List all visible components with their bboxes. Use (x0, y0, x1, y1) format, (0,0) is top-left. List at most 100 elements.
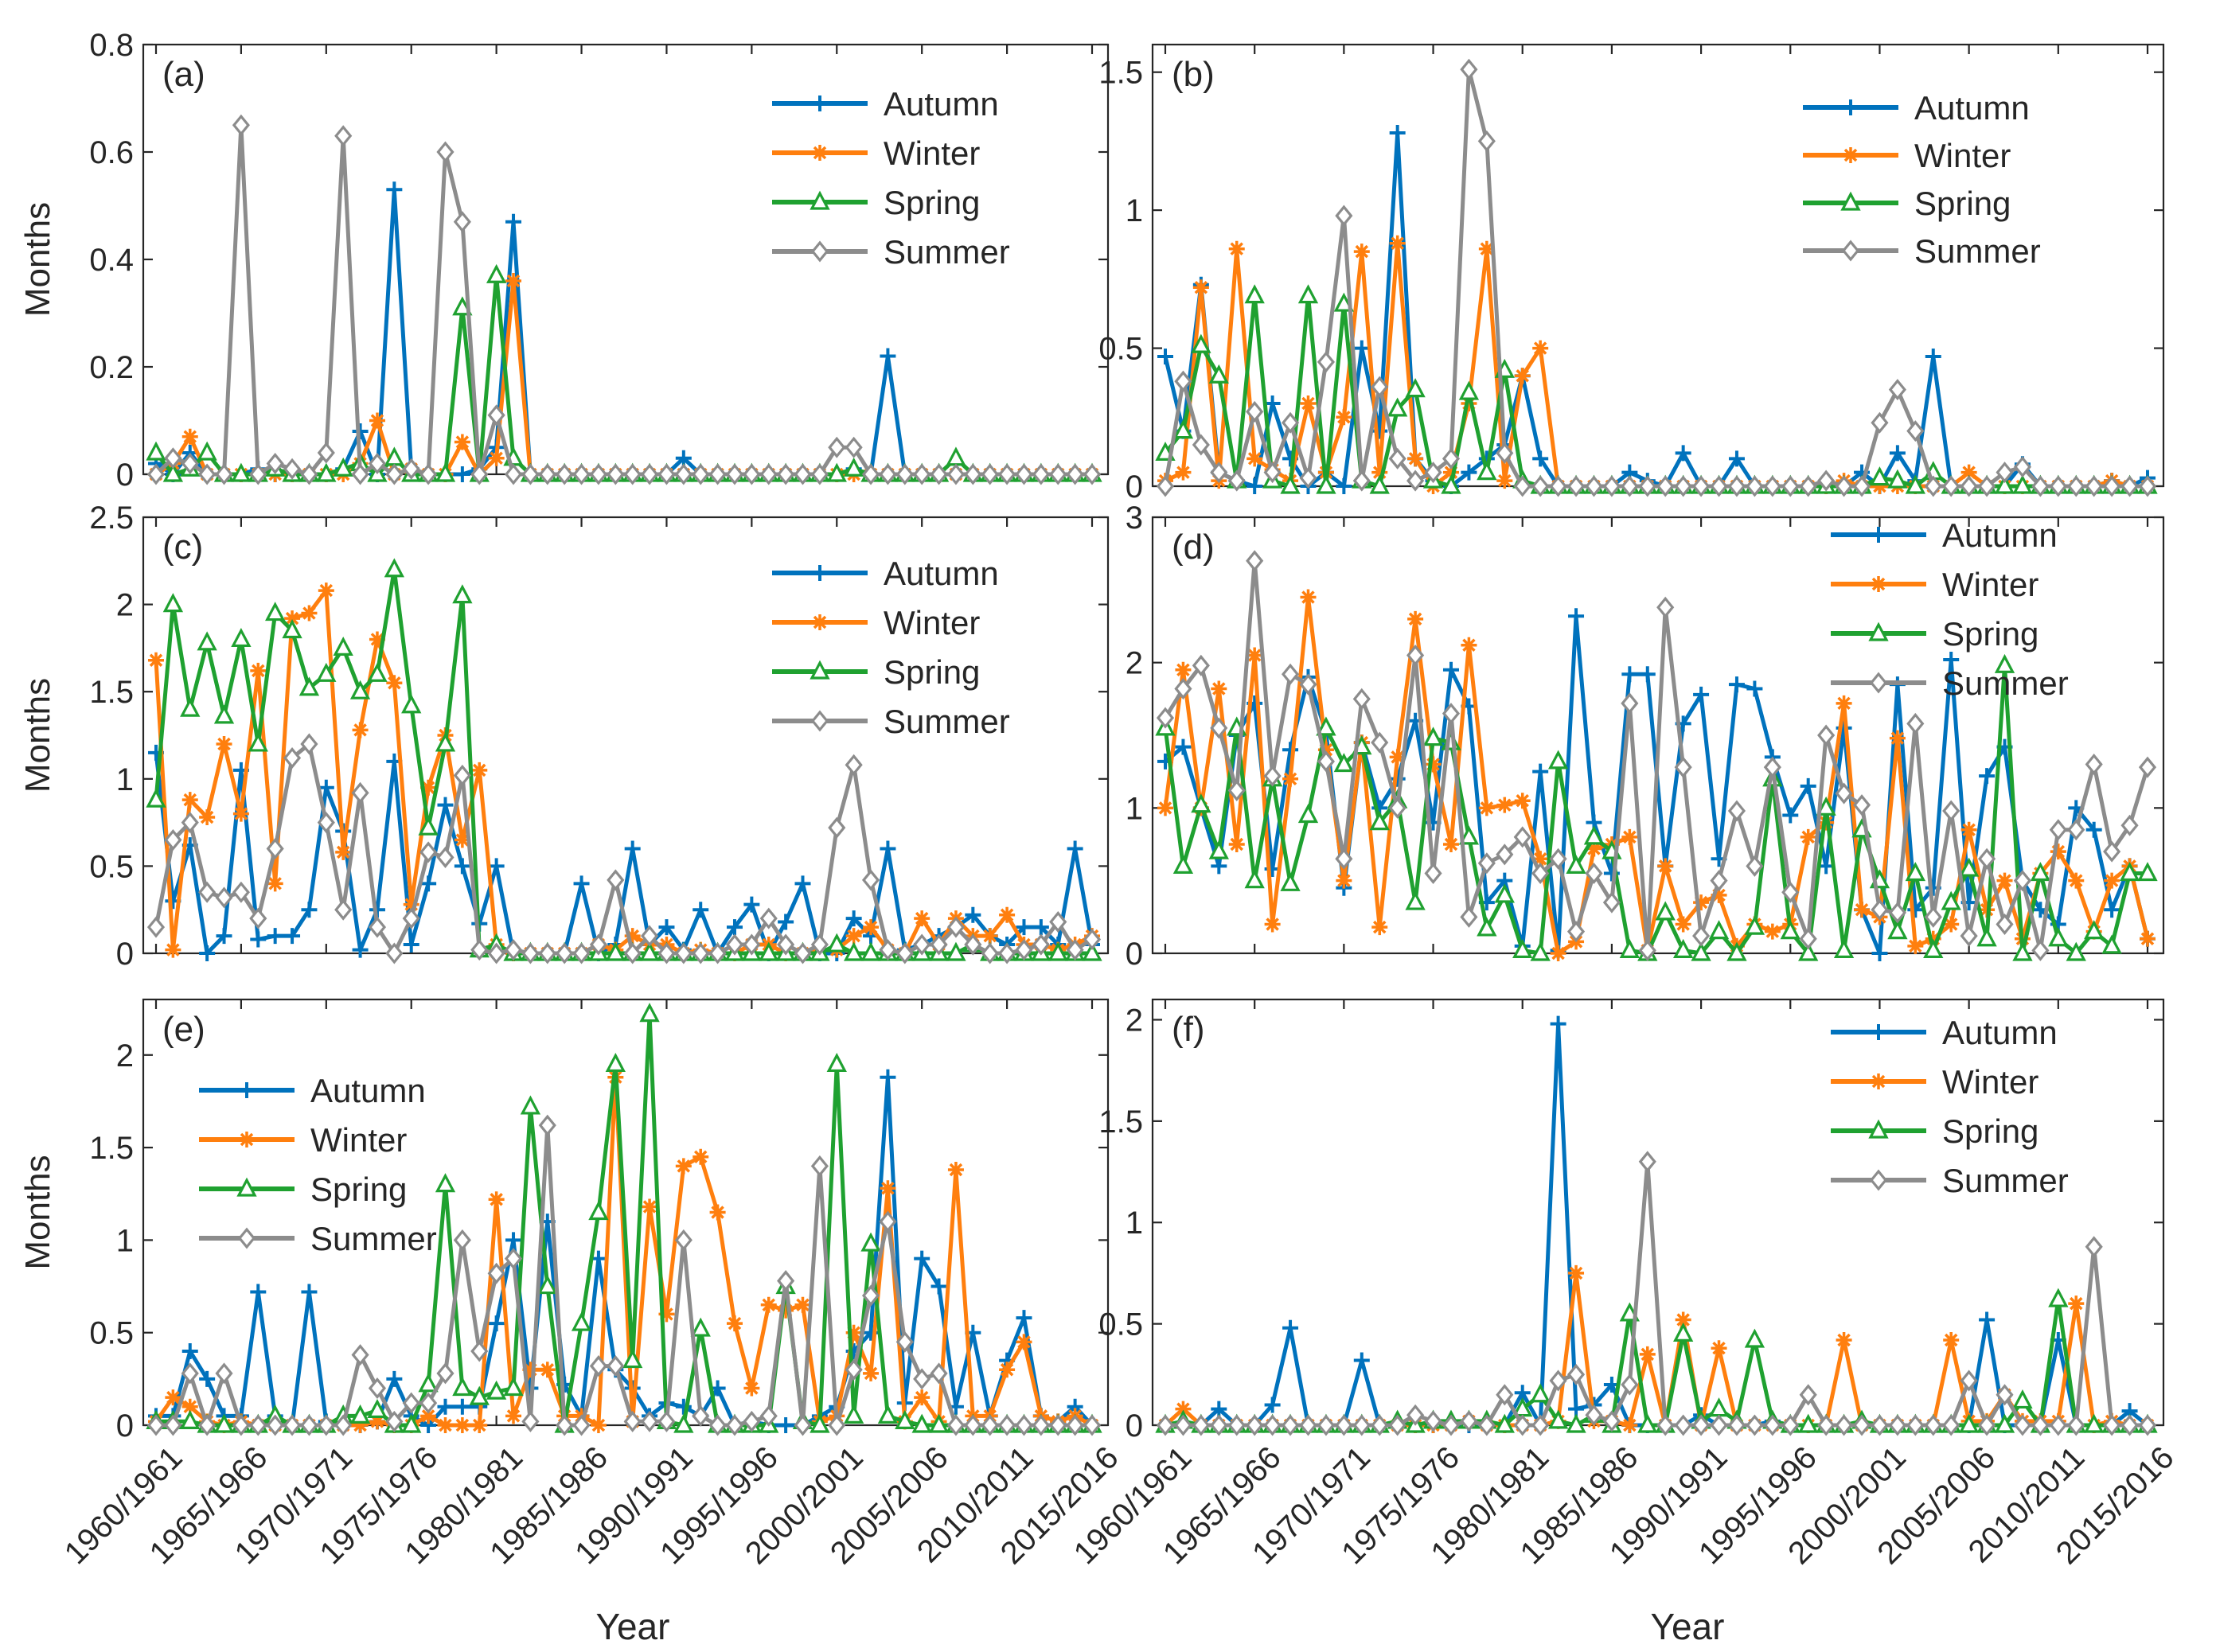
data-point-summer (1477, 852, 1496, 875)
legend-label-summer: Summer (310, 1220, 437, 1257)
legend-marker-summer (1869, 672, 1888, 694)
legend: Autumn Winter Spring Summer (772, 555, 1010, 740)
data-point-spring (826, 462, 847, 482)
data-point-spring (1530, 941, 1551, 961)
data-point-spring (1672, 1322, 1694, 1342)
y-tick-label: 0 (1126, 1408, 1143, 1444)
y-tick-label: 0 (116, 937, 134, 972)
data-point-autumn (454, 858, 470, 875)
data-point-summer (725, 463, 744, 485)
data-point-summer (556, 1414, 574, 1436)
data-point-spring (1708, 920, 1730, 940)
data-point-summer (385, 463, 404, 485)
data-point-winter (1336, 409, 1352, 426)
data-point-summer (1513, 826, 1531, 848)
data-point-autumn (1907, 902, 1924, 918)
data-point-winter (624, 928, 641, 945)
data-point-summer (1710, 1414, 1728, 1436)
legend-label-spring: Spring (1914, 185, 2011, 222)
data-point-summer (1906, 1414, 1925, 1436)
data-point-summer (2067, 475, 2085, 497)
data-point-winter (1389, 749, 1406, 766)
data-point-winter (369, 412, 385, 429)
data-point-summer (1083, 463, 1102, 485)
data-point-summer (1638, 1151, 1656, 1173)
data-point-autumn (2104, 902, 2120, 918)
legend-marker-summer (1841, 240, 1860, 262)
data-point-summer (402, 907, 420, 929)
legend-label-autumn: Autumn (884, 85, 999, 123)
legend-label-winter: Winter (1942, 1063, 2038, 1101)
data-point-summer (828, 436, 846, 458)
series-line-winter (154, 279, 1092, 477)
data-point-summer (607, 1355, 625, 1377)
data-point-spring (2012, 941, 2033, 961)
data-point-autumn (692, 902, 709, 918)
data-point-winter (369, 1413, 385, 1430)
data-point-autumn (1693, 686, 1710, 703)
data-point-autumn (778, 914, 794, 930)
y-tick-label: 2 (1126, 646, 1143, 681)
data-point-summer (368, 916, 387, 938)
data-point-summer (572, 942, 591, 964)
data-point-summer (1460, 906, 1478, 928)
data-point-summer (964, 933, 982, 956)
data-point-summer (657, 463, 676, 485)
data-point-winter (1478, 800, 1495, 816)
data-point-winter (1371, 464, 1388, 481)
data-point-summer (607, 869, 625, 891)
data-point-summer (743, 933, 761, 956)
legend-label-spring: Spring (884, 653, 980, 691)
data-point-summer (2103, 475, 2121, 497)
data-point-summer (998, 1414, 1016, 1436)
y-tick-label: 1.5 (89, 1131, 134, 1166)
data-point-summer (232, 1414, 250, 1436)
data-point-spring (759, 941, 779, 961)
data-point-autumn (880, 840, 896, 857)
data-point-autumn (1282, 742, 1299, 758)
data-point-winter (709, 1204, 726, 1221)
data-point-spring (673, 1413, 694, 1433)
data-point-summer (674, 942, 692, 964)
data-point-summer (1083, 1414, 1102, 1436)
y-tick-label: 1 (1126, 1206, 1143, 1241)
data-point-spring (1405, 378, 1426, 398)
data-point-summer (1032, 933, 1050, 956)
data-point-spring (1691, 941, 1711, 961)
data-point-summer (1942, 800, 1960, 822)
data-point-summer (1763, 475, 1781, 497)
data-point-spring (1191, 333, 1211, 353)
legend-marker-summer (1869, 1169, 1888, 1191)
data-point-summer (1888, 902, 1906, 924)
data-point-winter (2140, 930, 2156, 947)
data-point-summer (1317, 1414, 1335, 1436)
data-point-winter (1300, 395, 1317, 411)
data-point-winter (999, 906, 1016, 923)
data-point-spring (316, 462, 337, 482)
data-point-spring (1280, 474, 1301, 494)
data-point-summer (249, 907, 267, 929)
data-point-summer (1566, 1363, 1586, 1385)
data-point-winter (999, 1362, 1016, 1378)
data-point-winter (914, 1389, 930, 1406)
data-point-summer (845, 436, 863, 458)
data-point-spring (690, 1317, 711, 1337)
data-point-summer (164, 828, 182, 851)
data-point-summer (1032, 463, 1050, 485)
data-point-summer (794, 463, 812, 485)
data-point-summer (1674, 756, 1692, 778)
data-point-spring (401, 694, 422, 714)
data-point-autumn (965, 906, 981, 923)
data-point-winter (420, 1408, 437, 1424)
data-point-spring (1316, 716, 1336, 736)
data-point-summer (913, 933, 931, 956)
data-point-summer (385, 1410, 404, 1432)
y-axis-label: Months (18, 1155, 57, 1269)
data-point-spring (231, 462, 252, 482)
data-point-summer (913, 1368, 931, 1390)
data-point-spring (418, 816, 439, 836)
data-point-summer (556, 942, 574, 964)
legend: Autumn Winter Spring Summer (772, 85, 1010, 271)
data-point-summer (538, 1114, 556, 1136)
data-point-summer (2013, 456, 2032, 478)
